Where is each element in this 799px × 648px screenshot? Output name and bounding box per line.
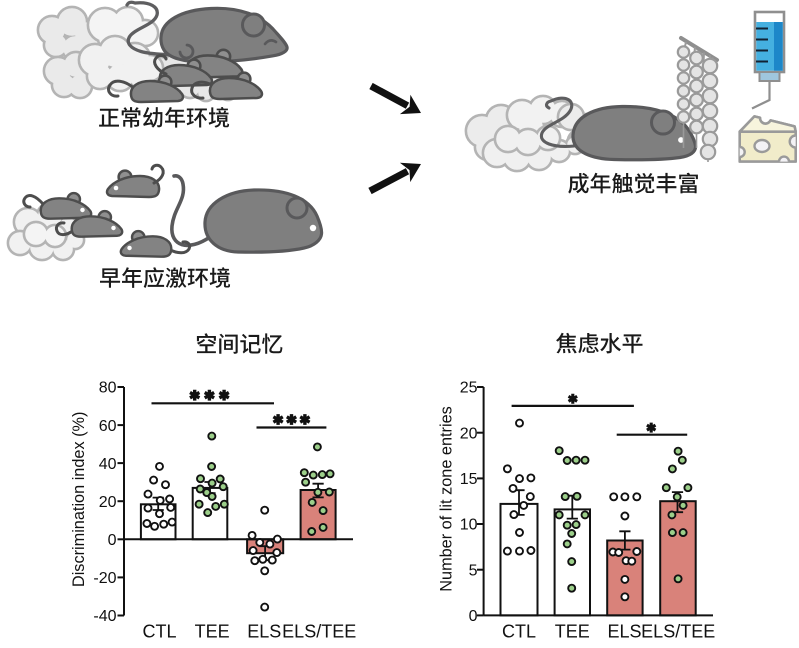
svg-text:TEE: TEE <box>195 622 230 642</box>
svg-text:0: 0 <box>469 608 478 625</box>
svg-text:CTL: CTL <box>502 622 536 642</box>
svg-text:5: 5 <box>469 562 478 579</box>
svg-text:0: 0 <box>108 532 117 549</box>
svg-text:60: 60 <box>99 418 117 435</box>
svg-text:ELS: ELS <box>607 622 641 642</box>
svg-text:10: 10 <box>460 517 478 534</box>
svg-text:20: 20 <box>460 425 478 442</box>
svg-text:-40: -40 <box>93 608 116 625</box>
svg-text:40: 40 <box>99 456 117 473</box>
svg-text:25: 25 <box>460 380 478 397</box>
svg-text:15: 15 <box>460 471 478 488</box>
svg-text:TEE: TEE <box>555 622 590 642</box>
svg-text:-20: -20 <box>93 570 116 587</box>
svg-text:ELS/TEE: ELS/TEE <box>641 622 715 642</box>
svg-text:20: 20 <box>99 494 117 511</box>
svg-text:ELS/TEE: ELS/TEE <box>282 622 356 642</box>
svg-text:ELS: ELS <box>247 622 281 642</box>
svg-text:CTL: CTL <box>142 622 176 642</box>
svg-text:80: 80 <box>99 380 117 397</box>
svg-text:Number of lit zone entries: Number of lit zone entries <box>438 406 456 592</box>
svg-text:Discrimination index (%): Discrimination index (%) <box>70 412 88 588</box>
